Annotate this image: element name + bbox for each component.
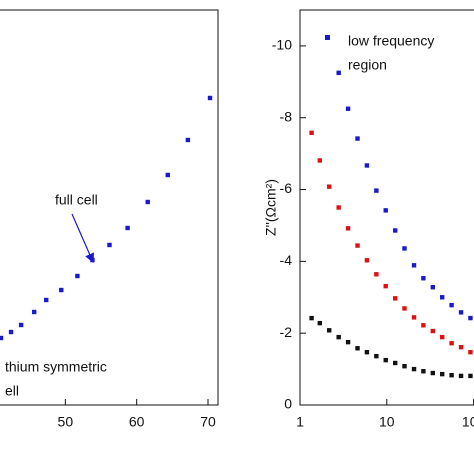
data-point (364, 163, 370, 168)
data-point (374, 188, 379, 193)
annotation: ell (5, 383, 19, 399)
plot-frame (0, 9, 219, 406)
y-tick-label: -8 (280, 108, 293, 124)
data-point (383, 208, 388, 213)
data-point (421, 369, 426, 374)
data-point (18, 322, 24, 328)
data-point (364, 258, 370, 263)
data-point (430, 285, 436, 290)
data-point (345, 106, 351, 111)
x-tick-label: 100 (462, 414, 474, 430)
data-point (468, 373, 473, 379)
data-point (458, 344, 464, 350)
data-point (449, 302, 454, 308)
data-point (0, 335, 4, 341)
annotation: full cell (55, 192, 98, 208)
data-point (440, 334, 445, 340)
data-point (309, 315, 314, 321)
data-point (364, 350, 370, 355)
data-point (125, 225, 130, 231)
data-point (345, 226, 351, 231)
annotation-arrow (71, 213, 95, 264)
data-point (449, 372, 454, 378)
data-point (59, 287, 64, 293)
data-point (327, 184, 332, 189)
data-point (468, 350, 473, 355)
data-point (75, 273, 80, 279)
y-tick-label: 0 (284, 396, 292, 412)
data-point (440, 371, 445, 377)
data-point (355, 243, 360, 248)
data-point (458, 310, 464, 315)
data-point (336, 70, 341, 76)
data-point (107, 242, 112, 248)
data-point (336, 334, 341, 340)
data-point (458, 373, 464, 379)
annotation: thium symmetric (5, 359, 107, 375)
data-point (336, 205, 341, 210)
x-tick-label: 1 (296, 414, 304, 430)
data-point (327, 328, 332, 333)
plot-frame (299, 9, 474, 406)
data-point (440, 295, 445, 300)
x-tick-label: 60 (129, 414, 145, 430)
data-point (402, 246, 407, 251)
y-tick-label: -10 (272, 37, 292, 53)
data-point (393, 296, 398, 301)
data-point (145, 199, 150, 205)
data-point (383, 283, 388, 289)
y-tick-label: -6 (280, 180, 293, 196)
data-point (411, 315, 417, 320)
data-point (309, 130, 314, 136)
data-point (411, 263, 417, 268)
data-point (393, 228, 398, 233)
data-point (31, 309, 37, 315)
data-point (90, 257, 95, 263)
data-point (374, 353, 379, 359)
data-point (355, 136, 360, 141)
y-tick-label: -2 (280, 324, 293, 340)
data-point (430, 370, 436, 376)
data-point (185, 137, 191, 143)
x-tick-label: 10 (379, 414, 395, 430)
data-point (402, 306, 407, 311)
data-point (449, 341, 454, 346)
y-axis-label: Z''(Ωcm²) (263, 179, 279, 236)
data-point (345, 339, 351, 345)
data-point (393, 360, 398, 366)
data-point (8, 329, 14, 335)
data-point (44, 297, 49, 303)
data-point (468, 315, 473, 321)
data-point (374, 272, 379, 277)
data-point (355, 346, 360, 351)
annotation: region (348, 57, 387, 73)
data-point (383, 357, 388, 363)
annotation: low frequency (348, 33, 434, 49)
data-point (317, 320, 322, 326)
data-point (430, 328, 436, 334)
y-tick-label: -4 (280, 252, 293, 268)
legend-marker (325, 35, 330, 40)
x-tick-label: 70 (200, 414, 216, 430)
data-point (421, 323, 426, 328)
data-point (317, 158, 322, 163)
data-point (207, 95, 213, 101)
data-point (421, 276, 426, 281)
data-point (411, 366, 417, 372)
x-tick-label: 50 (58, 414, 74, 430)
data-point (402, 364, 407, 369)
data-point (165, 172, 170, 178)
